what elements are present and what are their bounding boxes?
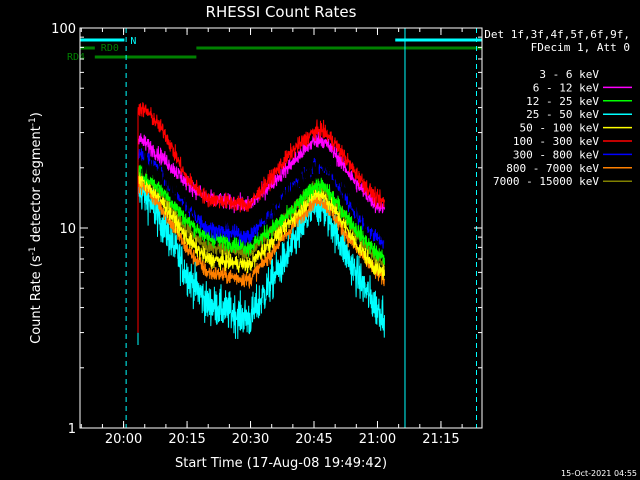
flag-label-1: RD0 [101,43,119,54]
series-trace-0 [137,150,385,333]
x-tick-label-1: 20:15 [168,432,205,447]
series-trace-4 [137,172,385,333]
y-tick-label-2: 100 [51,22,76,37]
axes: 20:00 20:15 20:30 20:45 21:00 21:15 1 10 100 [51,22,482,447]
flag-bars: N RD0 RD4 [67,36,482,63]
y-tick-label-0: 1 [68,422,76,437]
y-axis-label-mid: detector segment [29,126,44,246]
legend-label-8: 7000 - 15000 keV [493,175,599,188]
legend-label-1: 6 - 12 keV [533,81,600,94]
y-axis-label-end: ) [29,112,44,117]
y-axis-label-sup2: -1 [28,117,38,126]
legend-label-4: 50 - 100 keV [520,122,600,135]
data-traces [137,102,385,345]
legend-label-0: 3 - 6 keV [539,68,599,81]
series-trace-3 [137,173,385,345]
legend-label-7: 800 - 7000 keV [506,162,599,175]
legend-label-2: 12 - 25 keV [526,95,599,108]
chart-title: RHESSI Count Rates [206,3,357,21]
x-tick-label-2: 20:30 [232,432,269,447]
legend-label-3: 25 - 50 keV [526,108,599,121]
footer-timestamp: 15-Oct-2021 04:55 [561,469,637,478]
x-tick-label-4: 21:00 [359,432,396,447]
x-tick-label-0: 20:00 [105,432,142,447]
flag-label-2: RD4 [67,52,85,63]
y-tick-label-1: 10 [59,222,76,237]
y-axis-label-sup1: -1 [28,246,38,255]
x-tick-label-3: 20:45 [295,432,332,447]
x-axis-label: Start Time (17-Aug-08 19:49:42) [175,456,387,471]
y-axis-label: Count Rate (s-1 detector segment-1) [28,112,44,344]
legend-label-6: 300 - 800 keV [513,148,599,161]
legend-header-1: FDecim 1, Att 0 [531,41,630,54]
legend-label-5: 100 - 300 keV [513,135,599,148]
y-axis-label-main: Count Rate (s [29,255,44,344]
x-tick-label-5: 21:15 [422,432,459,447]
series-trace-5 [137,102,385,333]
flag-label-0: N [130,36,136,47]
legend-header-0: Det 1f,3f,4f,5f,6f,9f, [484,28,630,41]
legend: Det 1f,3f,4f,5f,6f,9f,FDecim 1, Att 0 3 -… [484,28,632,188]
series-trace-2 [137,161,385,333]
